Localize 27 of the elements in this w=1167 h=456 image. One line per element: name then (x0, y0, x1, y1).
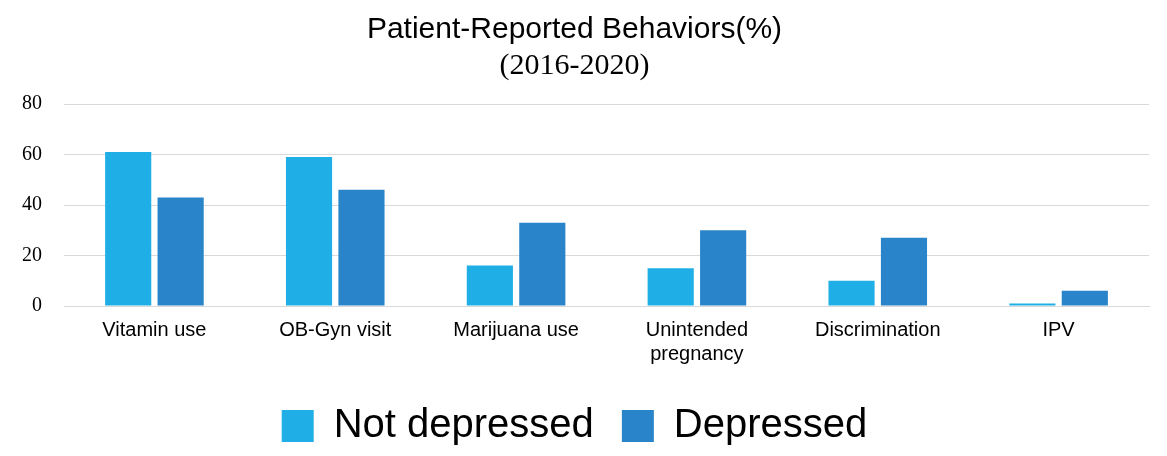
bar (338, 189, 385, 306)
bar (1061, 290, 1108, 306)
y-tick-label: 20 (22, 242, 42, 265)
bar (157, 197, 204, 306)
x-tick-label: OB-Gyn visit (279, 317, 392, 340)
y-tick-label: 0 (32, 293, 42, 316)
x-tick-label: Unintended pregnancy (645, 317, 749, 364)
legend-label: Not depressed (333, 401, 594, 446)
x-tick-label: Marijuana use (453, 317, 579, 340)
bar (105, 151, 152, 306)
y-tick-label: 80 (22, 91, 42, 114)
x-tick-label: Vitamin use (102, 317, 207, 340)
y-tick-label: 60 (22, 141, 42, 164)
bar (519, 222, 566, 306)
x-tick-label: Discrimination (814, 317, 941, 340)
bar (828, 280, 875, 306)
chart-subtitle: (2016-2020) (499, 46, 650, 81)
legend-label: Depressed (673, 401, 868, 446)
bar (700, 230, 747, 306)
bar (466, 265, 513, 306)
bar (1009, 303, 1056, 306)
y-tick-label: 40 (22, 192, 42, 215)
bar (647, 268, 694, 306)
x-tick-label: IPV (1042, 317, 1076, 340)
bar (880, 237, 928, 306)
bar (285, 157, 333, 306)
chart-title: Patient-Reported Behaviors(%) (366, 11, 783, 45)
